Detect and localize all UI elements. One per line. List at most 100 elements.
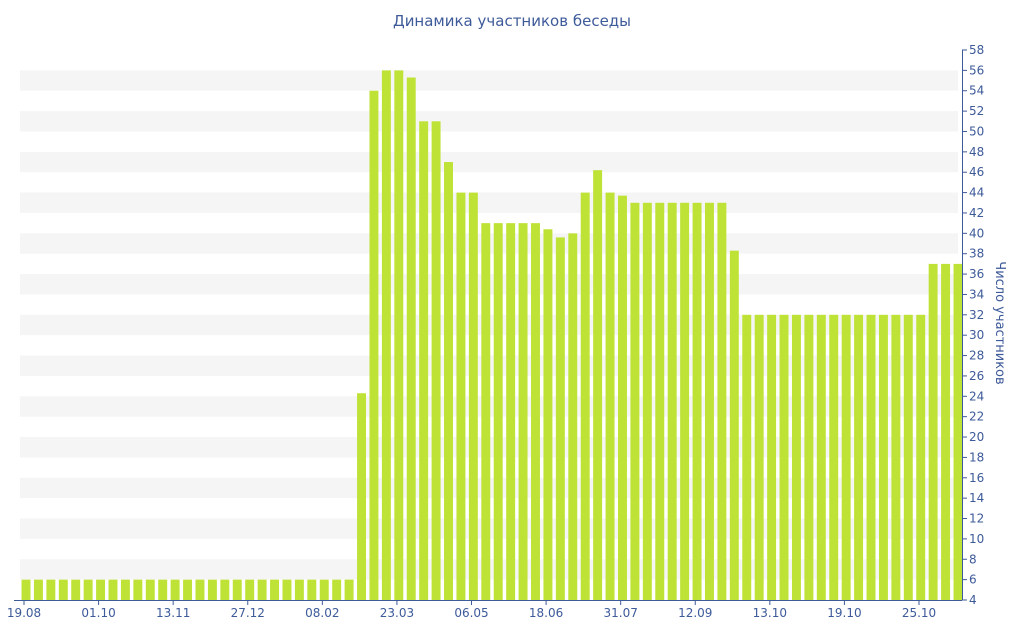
bar <box>232 579 242 600</box>
y-axis-title: Число участников <box>992 261 1007 384</box>
y-tick-label: 40 <box>969 226 984 240</box>
bar <box>369 90 379 601</box>
chart-title: Динамика участников беседы <box>392 12 632 30</box>
bar <box>21 579 31 600</box>
bar <box>717 202 727 600</box>
x-tick-label: 06.05 <box>454 606 488 620</box>
y-tick-label: 14 <box>969 491 984 505</box>
y-tick-label: 18 <box>969 450 984 464</box>
bar <box>568 233 578 600</box>
bar <box>804 314 814 600</box>
bar <box>207 579 217 600</box>
bar <box>941 263 951 600</box>
bar <box>816 314 826 600</box>
y-tick-label: 32 <box>969 308 984 322</box>
bar <box>381 70 391 601</box>
bar <box>841 314 851 600</box>
y-tick-label: 56 <box>969 63 984 77</box>
y-tick-label: 6 <box>969 573 977 587</box>
bar <box>332 579 342 600</box>
bar <box>46 579 56 600</box>
bar <box>394 70 404 601</box>
bar <box>903 314 913 600</box>
bar <box>767 314 777 600</box>
bar <box>245 579 255 600</box>
x-tick-label: 19.10 <box>827 606 861 620</box>
bar <box>58 579 68 600</box>
bar <box>891 314 901 600</box>
y-tick-label: 58 <box>969 43 984 57</box>
bar <box>605 192 615 600</box>
bar <box>183 579 193 600</box>
bar <box>754 314 764 600</box>
bar <box>419 121 429 601</box>
y-tick-label: 36 <box>969 267 984 281</box>
bar <box>555 237 565 600</box>
y-tick-label: 28 <box>969 349 984 363</box>
bar <box>642 202 652 600</box>
bar <box>854 314 864 600</box>
y-tick-label: 16 <box>969 471 984 485</box>
grid-band <box>20 111 958 132</box>
x-tick-label: 31.07 <box>603 606 637 620</box>
bar <box>158 579 168 600</box>
bar <box>431 121 441 601</box>
bar <box>257 579 267 600</box>
bar-series <box>21 70 963 601</box>
y-tick-label: 52 <box>969 104 984 118</box>
bar <box>444 162 453 601</box>
grid-band <box>20 151 958 173</box>
bar <box>593 170 603 600</box>
bar <box>96 579 106 600</box>
bar <box>655 202 665 600</box>
y-tick-label: 12 <box>969 512 984 526</box>
grid-band <box>20 192 958 213</box>
bar <box>630 202 640 600</box>
y-tick-label: 10 <box>969 532 984 546</box>
y-tick-label: 30 <box>969 328 984 342</box>
bar <box>170 579 180 600</box>
bar <box>729 250 739 600</box>
y-tick-label: 34 <box>969 287 984 301</box>
y-tick-label: 26 <box>969 369 984 383</box>
x-tick-label: 27.12 <box>231 606 265 620</box>
y-tick-label: 54 <box>969 84 984 98</box>
y-tick-label: 20 <box>969 430 984 444</box>
bar <box>481 223 491 600</box>
y-tick-label: 42 <box>969 206 984 220</box>
y-tick-label: 44 <box>969 186 984 200</box>
x-tick-label: 12.09 <box>678 606 712 620</box>
y-tick-label: 24 <box>969 389 984 403</box>
bar <box>145 579 155 600</box>
bar <box>406 77 416 600</box>
x-tick-label: 01.10 <box>81 606 115 620</box>
bar <box>580 192 590 600</box>
bar <box>667 202 677 600</box>
bar <box>270 579 280 600</box>
bar <box>531 223 540 600</box>
x-tick-label: 25.10 <box>902 606 936 620</box>
y-tick-label: 4 <box>969 593 977 607</box>
x-axis-ticks: 19.08 01.10 13.11 27.12 08.02 23.03 06.05 18.06… <box>7 600 936 620</box>
bar <box>618 195 627 600</box>
bar <box>220 579 230 600</box>
bar <box>357 393 366 600</box>
bar <box>307 579 317 600</box>
bar <box>294 579 304 600</box>
bar <box>493 223 503 600</box>
bar <box>133 579 143 600</box>
x-tick-label: 19.08 <box>7 606 41 620</box>
bar <box>344 579 354 600</box>
grid-band <box>20 70 958 91</box>
x-tick-label: 13.11 <box>156 606 190 620</box>
bar <box>916 314 926 600</box>
bar <box>456 192 466 600</box>
x-tick-label: 18.06 <box>529 606 563 620</box>
bar <box>33 579 43 600</box>
y-tick-label: 8 <box>969 552 977 566</box>
bar <box>468 192 478 600</box>
x-tick-label: 23.03 <box>380 606 414 620</box>
y-tick-label: 38 <box>969 247 984 261</box>
x-tick-label: 08.02 <box>305 606 339 620</box>
y-axis-ticks: 4681012141618202224262830323436384042444… <box>962 43 984 607</box>
